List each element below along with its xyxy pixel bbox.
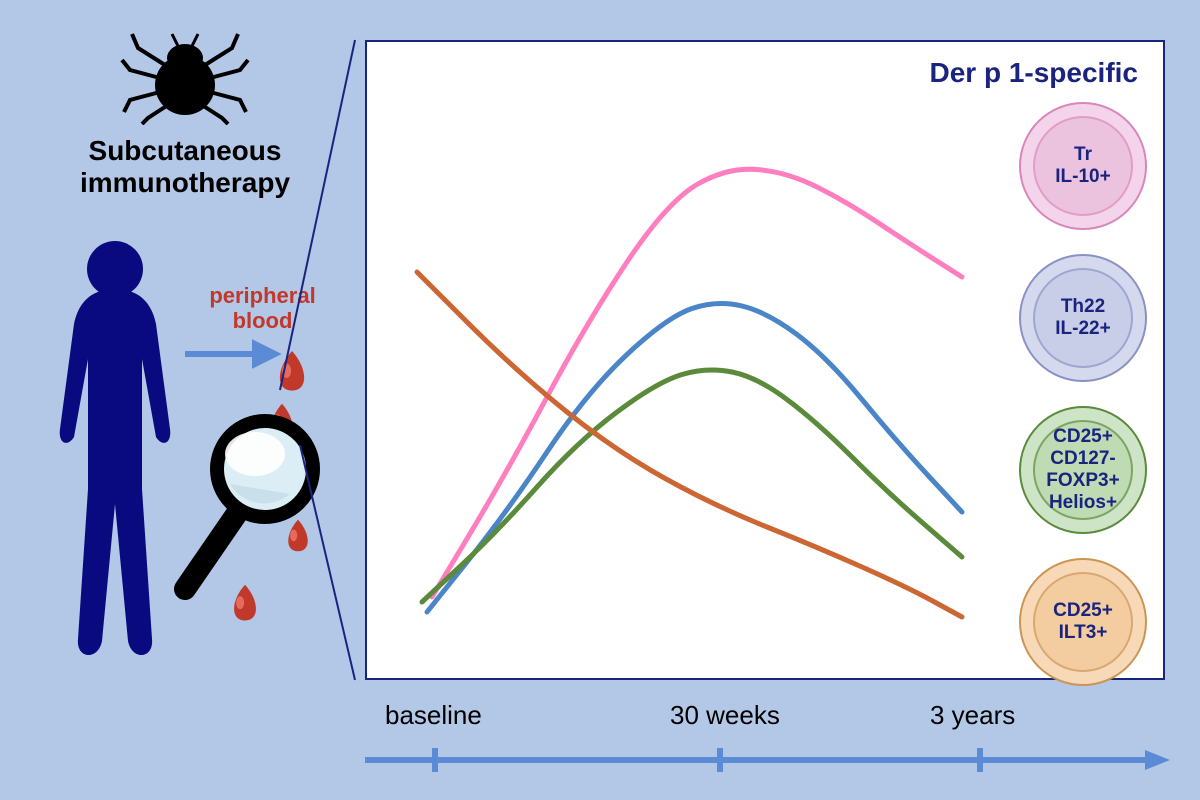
cell-circle-2: CD25+ CD127- FOXP3+ Helios+ bbox=[1019, 406, 1147, 534]
chart-box: Der p 1-specific Tr IL-10+Th22 IL-22+CD2… bbox=[365, 40, 1165, 680]
dust-mite-icon bbox=[30, 30, 340, 130]
left-panel: Subcutaneous immunotherapy periph bbox=[30, 30, 340, 729]
x-axis-label: 30 weeks bbox=[670, 700, 780, 731]
title-text: Subcutaneous immunotherapy bbox=[30, 135, 340, 199]
cell-label: Tr IL-10+ bbox=[1055, 144, 1110, 188]
cell-circle-1: Th22 IL-22+ bbox=[1019, 254, 1147, 382]
arrow-label: peripheral blood bbox=[185, 284, 340, 332]
chart-line-orange bbox=[417, 272, 962, 617]
magnifier-icon bbox=[185, 421, 313, 589]
cell-label: Th22 IL-22+ bbox=[1055, 296, 1110, 340]
cell-label: CD25+ CD127- FOXP3+ Helios+ bbox=[1046, 426, 1119, 513]
x-axis-label: 3 years bbox=[930, 700, 1015, 731]
chart-line-blue bbox=[427, 304, 962, 612]
human-area: peripheral blood bbox=[30, 229, 340, 729]
cell-label: CD25+ ILT3+ bbox=[1053, 600, 1113, 644]
x-axis-label: baseline bbox=[385, 700, 482, 731]
human-icon bbox=[60, 241, 171, 655]
chart-line-pink bbox=[432, 169, 962, 597]
arrow-icon bbox=[185, 344, 275, 364]
timeline-arrow-icon bbox=[355, 740, 1175, 800]
cell-circle-0: Tr IL-10+ bbox=[1019, 102, 1147, 230]
chart-line-green bbox=[422, 370, 962, 602]
cell-circle-3: CD25+ ILT3+ bbox=[1019, 558, 1147, 686]
